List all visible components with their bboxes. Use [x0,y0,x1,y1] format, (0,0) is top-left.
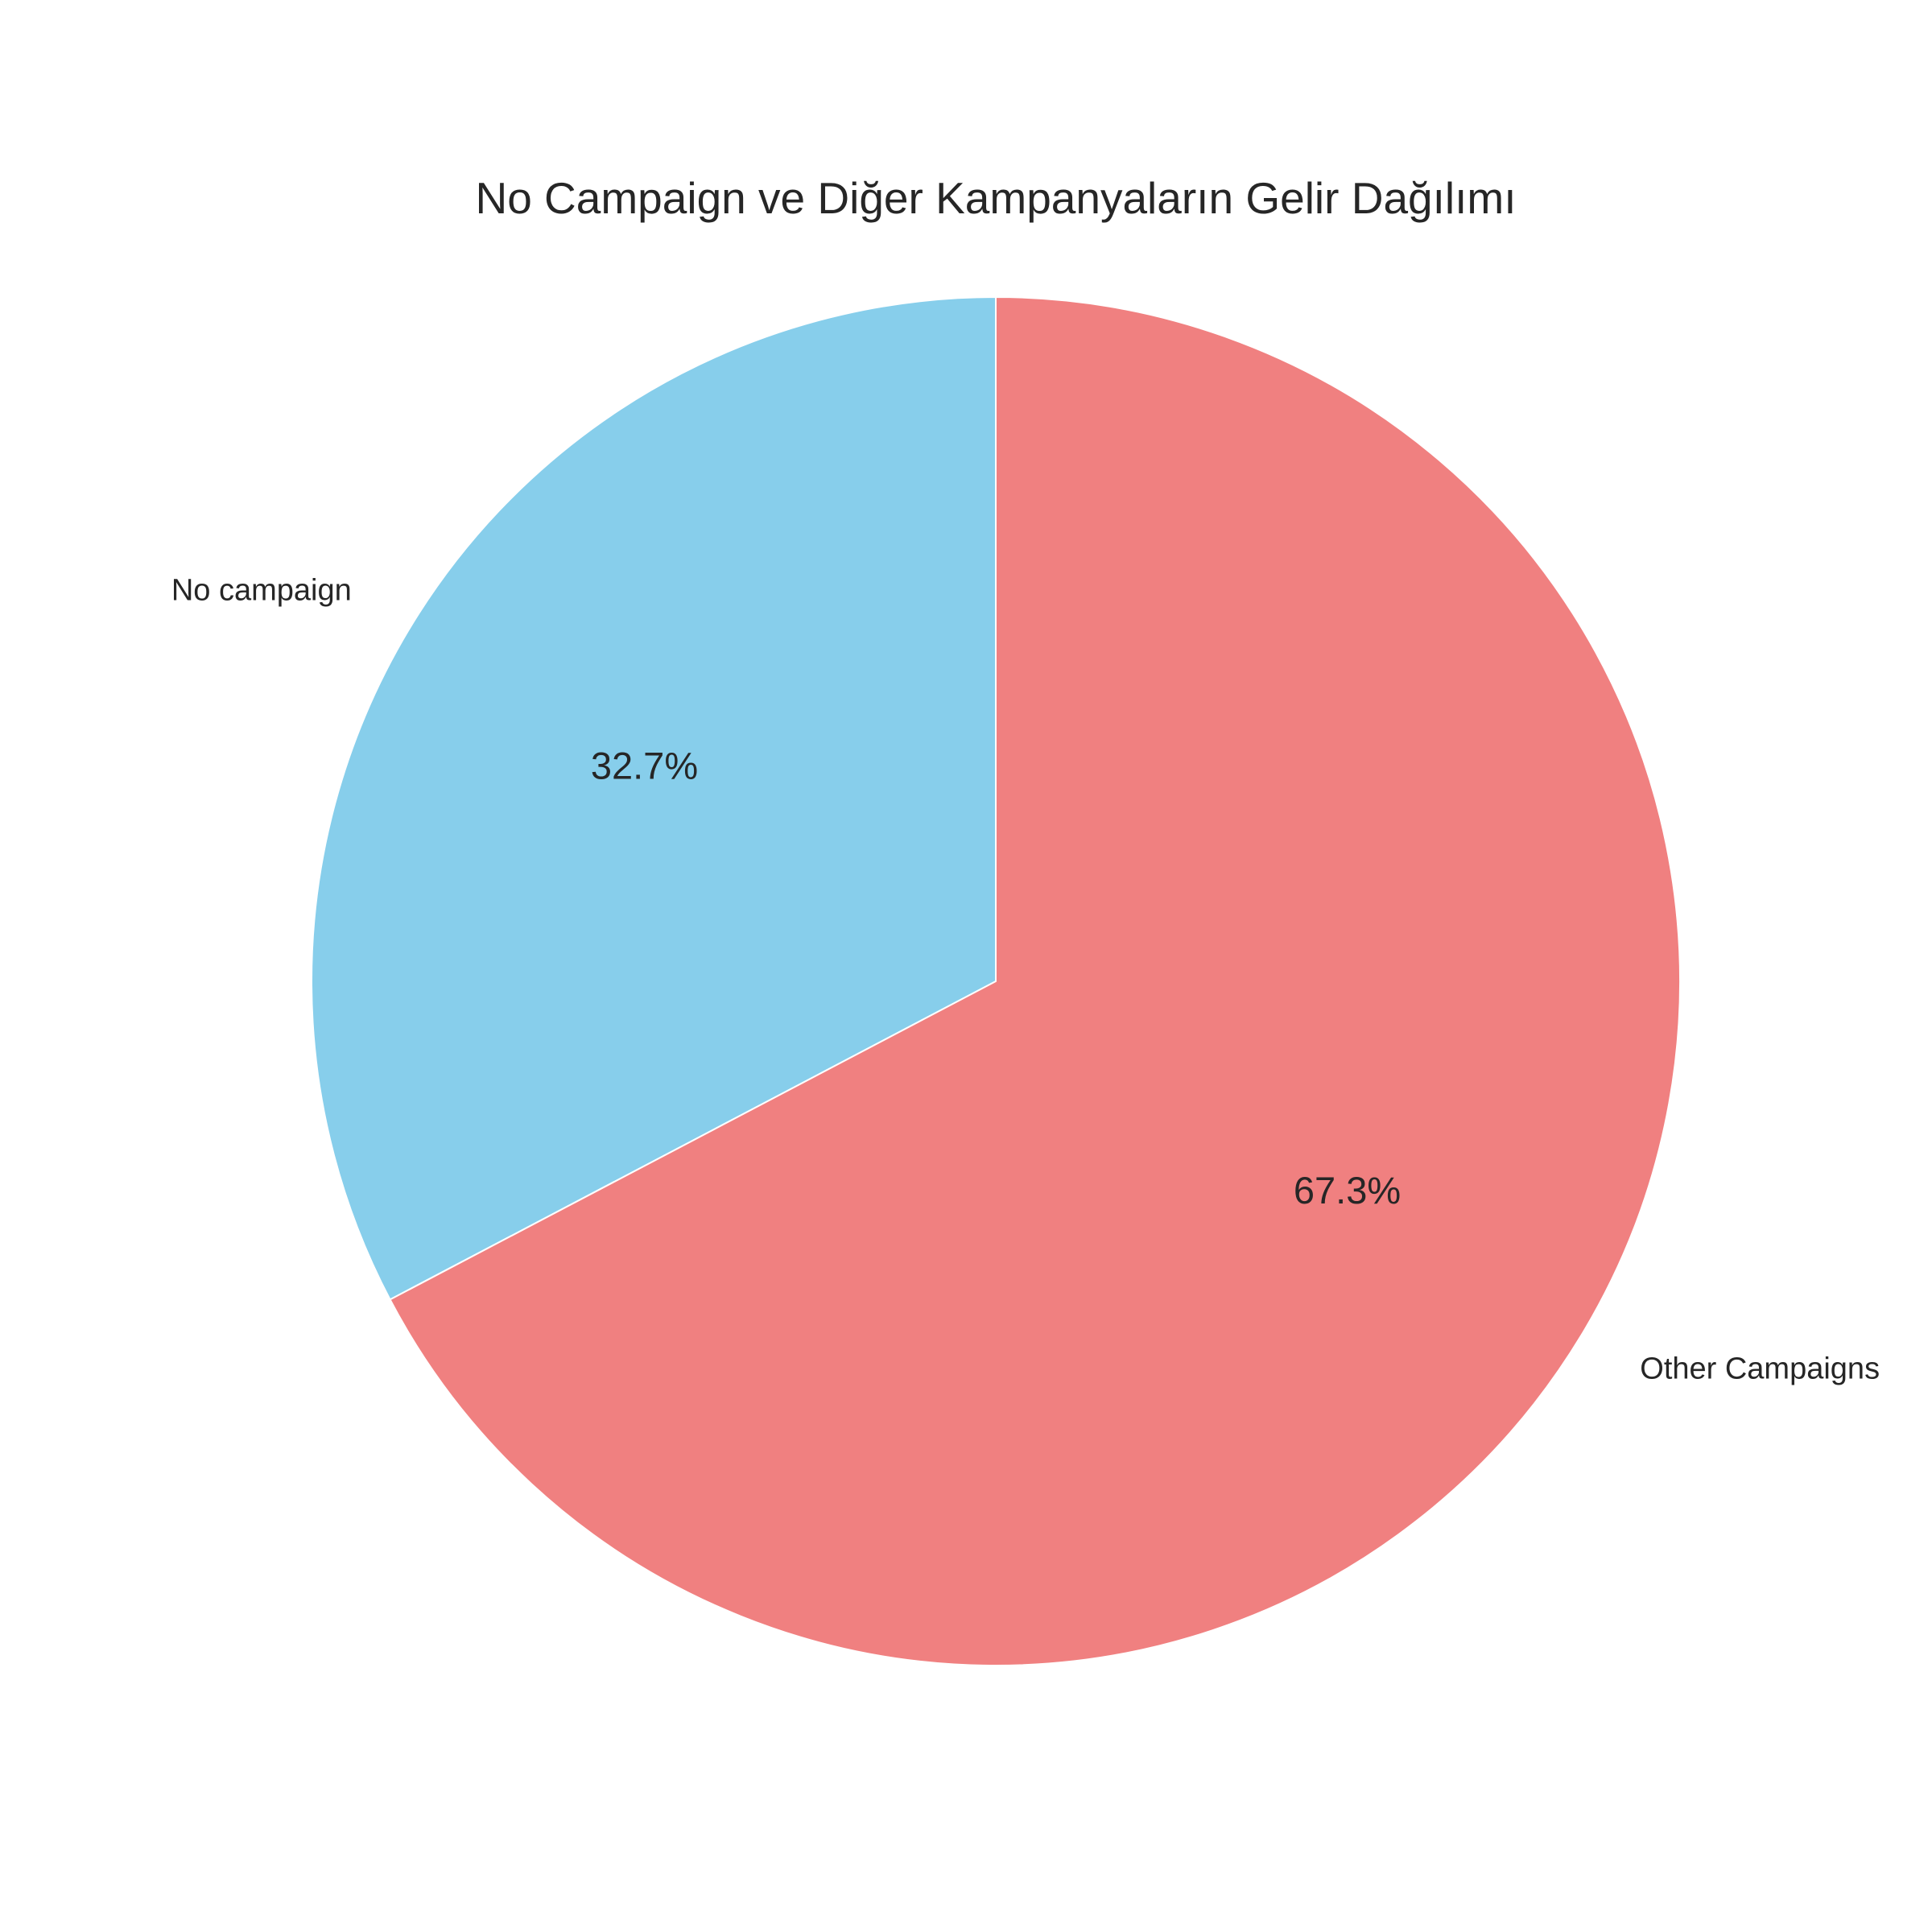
pie-labels: No campaign 32.7% Other Campaigns 67.3% [171,574,1880,1386]
pie-slice-other-campaigns [389,296,1681,1666]
slice-percentage-label: 32.7% [591,745,698,787]
chart-title: No Campaign ve Diğer Kampanyaların Gelir… [475,173,1516,223]
slice-category-label: No campaign [171,574,352,608]
pie-slice-no-campaign [310,296,997,1301]
pie-slices [310,296,1681,1666]
slice-percentage-label: 67.3% [1294,1169,1401,1212]
slice-category-label: Other Campaigns [1640,1352,1880,1386]
